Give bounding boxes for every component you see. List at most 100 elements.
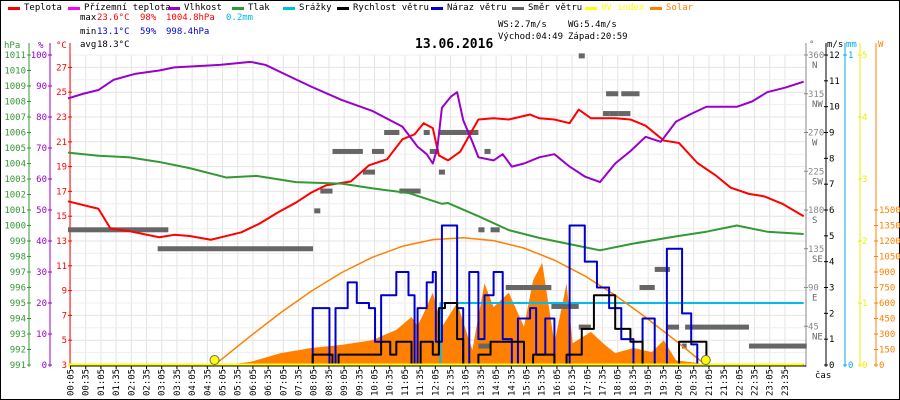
- x-axis-tick-label: 22:05: [735, 369, 745, 396]
- legend-swatch: [283, 7, 295, 10]
- uv-axis-tick-label: 0: [862, 361, 867, 371]
- pressure-axis-tick-label: 1002: [4, 191, 26, 201]
- stats-min-temp: 13.1°C: [97, 27, 130, 37]
- solar-area: [226, 262, 707, 365]
- solar-axis-tick-label: 600: [879, 299, 895, 309]
- legend-label: Srážky: [299, 3, 332, 13]
- wind-direction-segment: [438, 169, 445, 175]
- direction-axis-tick-label: 360: [808, 51, 824, 61]
- wind-direction-segment: [157, 246, 314, 252]
- stats-max-pressure: 1004.8hPa: [166, 13, 215, 23]
- x-axis-tick-label: 21:05: [705, 369, 715, 396]
- direction-axis-dir-label: W: [812, 139, 818, 149]
- solar-axis-tick-label: 750: [879, 284, 895, 294]
- solar-axis-tick-label: 0: [879, 361, 884, 371]
- wind-direction-segment: [609, 91, 619, 97]
- stats-wind-speed: WS:2.7m/s: [498, 20, 547, 30]
- legend-swatch: [650, 7, 662, 10]
- pressure-axis-tick-label: 1004: [4, 160, 26, 170]
- legend-label: Náraz větru: [447, 3, 507, 13]
- solar-axis-tick-label: 1050: [879, 253, 900, 263]
- wind-direction-segment: [362, 169, 376, 175]
- wind-axis-tick-label: 5: [829, 232, 834, 242]
- temperature-axis-tick-label: 3: [62, 361, 67, 371]
- x-axis-tick-label: 20:05: [675, 369, 685, 396]
- x-axis-tick-label: 21:35: [720, 369, 730, 396]
- temperature-axis-tick-label: 21: [56, 138, 67, 148]
- stats-max-temp: 23.6°C: [97, 13, 130, 23]
- temperature-axis-tick-label: 19: [56, 163, 67, 173]
- legend-label: Směr větru: [528, 3, 583, 13]
- solar-axis-tick-label: 150: [879, 346, 895, 356]
- wind-axis-tick-label: 11: [829, 77, 840, 87]
- direction-axis-dir-label: NE: [812, 332, 823, 342]
- legend-item-9: Solar: [650, 3, 693, 13]
- temperature-axis-tick-label: 17: [56, 187, 67, 197]
- x-axis-tick-label: 00:35: [82, 369, 92, 396]
- wind-direction-segment: [478, 227, 485, 233]
- direction-axis-dir-label: SE: [812, 255, 823, 265]
- wind-direction-segment: [606, 91, 611, 97]
- x-axis-tick-label: 03:35: [173, 369, 183, 396]
- legend-item-6: Náraz větru: [431, 3, 507, 13]
- rain-axis-tick-label: 0: [848, 361, 853, 371]
- x-axis-tick-label: 17:35: [599, 369, 609, 396]
- wind-axis-tick-label: 8: [829, 154, 834, 164]
- uv-axis-tick-label: 3: [862, 175, 867, 185]
- pressure-unit: hPa: [4, 41, 20, 51]
- legend-item-7: Směr větru: [512, 3, 582, 13]
- x-axis-tick-label: 02:05: [127, 369, 137, 396]
- solar-axis-tick-label: 900: [879, 268, 895, 278]
- wind-axis-tick-label: 2: [829, 309, 834, 319]
- legend-item-3: Tlak: [232, 3, 270, 13]
- wind-direction-segment: [609, 111, 619, 117]
- temperature-axis-tick-label: 11: [56, 262, 67, 272]
- stats-max-label: max: [80, 13, 97, 23]
- x-axis-tick-label: 10:05: [371, 369, 381, 396]
- humidity-axis-tick-label: 40: [36, 237, 47, 247]
- pressure-axis-tick-label: 993: [10, 330, 26, 340]
- stats-max-humidity: 98%: [140, 13, 157, 23]
- wind-axis-tick-label: 6: [829, 206, 834, 216]
- direction-axis-tick-label: 315: [808, 90, 824, 100]
- x-axis-tick-label: 23:05: [766, 369, 776, 396]
- humidity-unit: %: [38, 41, 44, 51]
- direction-axis-tick-label: 135: [808, 245, 824, 255]
- wind-direction-segment: [484, 148, 491, 154]
- x-axis-tick-label: 07:05: [279, 369, 289, 396]
- x-axis-tick-label: 16:35: [568, 369, 578, 396]
- legend-label: Rychlost větru: [353, 3, 429, 13]
- wind-axis-tick-label: 1: [829, 335, 834, 345]
- pressure-axis-tick-label: 1005: [4, 144, 26, 154]
- x-axis-tick-label: 08:35: [325, 369, 335, 396]
- legend-item-5: Rychlost větru: [337, 3, 429, 13]
- legend-swatch: [68, 7, 80, 10]
- direction-axis-dir-label: N: [812, 61, 817, 71]
- pressure-axis-tick-label: 1008: [4, 98, 26, 108]
- legend-label: Přízemní teplota: [84, 3, 171, 13]
- x-axis-tick-label: 17:05: [583, 369, 593, 396]
- sun-marker-icon: [209, 355, 220, 365]
- pressure-axis-tick-label: 1009: [4, 82, 26, 92]
- wind-direction-segment: [748, 343, 807, 349]
- legend-item-4: Srážky: [283, 3, 332, 13]
- legend-swatch: [585, 7, 597, 10]
- uv-axis-tick-label: 2: [862, 237, 867, 247]
- direction-axis-dir-label: S: [812, 216, 817, 226]
- uv-axis-tick-label: 1: [862, 299, 867, 309]
- x-axis-tick-label: 13:35: [477, 369, 487, 396]
- wind-direction-segment: [578, 324, 591, 330]
- stats-avg-temp: 18.3°C: [97, 40, 130, 50]
- teplota-line: [67, 108, 805, 241]
- legend-item-8: UV index: [585, 3, 644, 13]
- temperature-axis-tick-label: 13: [56, 237, 67, 247]
- stats-min-humidity: 59%: [140, 27, 157, 37]
- pressure-axis-tick-label: 996: [10, 284, 26, 294]
- wind-direction-segment: [618, 111, 631, 117]
- rain-unit: mm: [846, 40, 857, 50]
- x-axis-tick-label: 07:35: [295, 369, 305, 396]
- wind-direction-segment: [685, 324, 749, 330]
- pressure-axis-tick-label: 1000: [4, 222, 26, 232]
- stats-sunset: Západ:20:59: [568, 32, 628, 42]
- x-axis-tick-label: 00:05: [67, 369, 77, 396]
